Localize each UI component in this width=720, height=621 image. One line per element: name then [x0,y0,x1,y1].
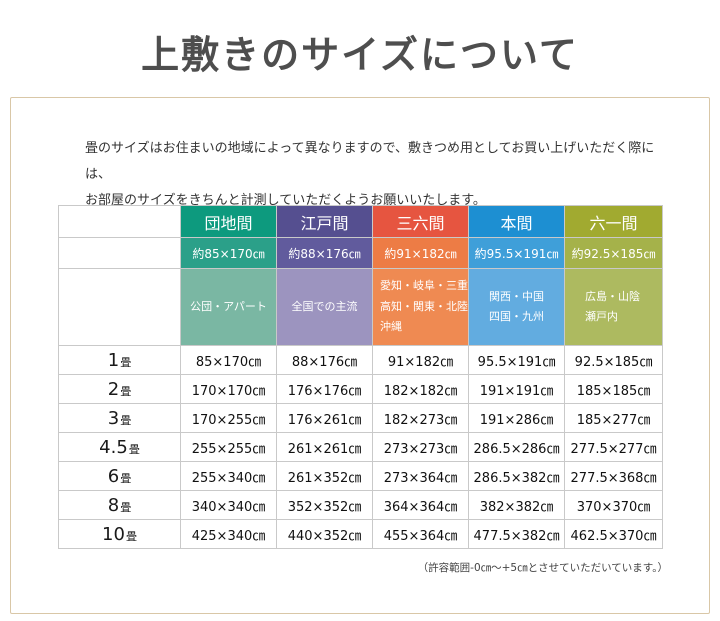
intro-text: 畳のサイズはお住まいの地域によって異なりますので、敷きつめ用としてお買い上げいた… [85,141,655,208]
size-row-3jo: 3畳 170×255㎝ 176×261㎝ 182×273㎝ 191×286㎝ 1… [58,403,663,433]
unit-size-cell: 約95.5×191㎝ [468,237,565,269]
size-cell: 185×277㎝ [564,403,663,433]
row-label-region: 主に使用されて いる地域 [58,268,181,346]
region-cell: 関西・中国 四国・九州 [468,268,565,346]
size-cell: 382×382㎝ [468,490,565,520]
mat-unit: 畳 [120,500,132,514]
size-cell: 364×364㎝ [372,490,469,520]
column-header-name: 呼び名 [58,205,181,238]
size-cell: 191×286㎝ [468,403,565,433]
column-header-sanrokuma: 三六間 [372,205,469,238]
size-cell: 88×176㎝ [276,345,373,375]
region-row: 主に使用されて いる地域 公団・アパート 全国での主流 愛知・岐阜・三重 高知・… [58,268,663,346]
size-cell: 462.5×370㎝ [564,519,663,549]
size-row-4-5jo: 4.5畳 255×255㎝ 261×261㎝ 273×273㎝ 286.5×28… [58,432,663,462]
mat-count: 2 [107,378,120,400]
size-cell: 286.5×382㎝ [468,461,565,491]
size-row-2jo: 2畳 170×170㎝ 176×176㎝ 182×182㎝ 191×191㎝ 1… [58,374,663,404]
column-header-rokuichima: 六一間 [564,205,663,238]
tatami-unit-size-row: 1畳の幅×長さ 約85×170㎝ 約88×176㎝ 約91×182㎝ 約95.5… [58,237,663,269]
size-cell: 273×364㎝ [372,461,469,491]
row-label-unit-size: 1畳の幅×長さ [58,237,181,269]
size-cell: 455×364㎝ [372,519,469,549]
size-cell: 185×185㎝ [564,374,663,404]
mat-count: 3 [107,407,120,429]
size-cell: 95.5×191㎝ [468,345,565,375]
page-title: 上敷きのサイズについて [141,32,579,77]
column-header-danchima: 団地間 [180,205,277,238]
size-cell: 255×255㎝ [180,432,277,462]
mat-count: 1 [107,349,120,371]
size-cell: 440×352㎝ [276,519,373,549]
size-cell: 176×176㎝ [276,374,373,404]
row-label: 8畳 [58,490,181,520]
row-label: 2畳 [58,374,181,404]
region-cell: 公団・アパート [180,268,277,346]
size-cell: 340×340㎝ [180,490,277,520]
size-cell: 182×273㎝ [372,403,469,433]
size-cell: 370×370㎝ [564,490,663,520]
unit-size-cell: 約92.5×185㎝ [564,237,663,269]
size-cell: 261×261㎝ [276,432,373,462]
mat-count: 8 [107,494,120,516]
unit-size-cell: 約85×170㎝ [180,237,277,269]
mat-unit: 畳 [120,413,132,427]
row-label: 10畳 [58,519,181,549]
size-cell: 176×261㎝ [276,403,373,433]
row-label: 1畳 [58,345,181,375]
column-header-honma: 本間 [468,205,565,238]
mat-count: 6 [107,465,120,487]
mat-unit: 畳 [120,384,132,398]
unit-size-cell: 約88×176㎝ [276,237,373,269]
table-header-row: 呼び名 団地間 江戸間 三六間 本間 六一間 [58,205,663,238]
size-cell: 85×170㎝ [180,345,277,375]
size-cell: 170×255㎝ [180,403,277,433]
unit-size-cell: 約91×182㎝ [372,237,469,269]
tolerance-footnote: （許容範囲-0㎝～+5㎝とさせていただいています。） [417,562,668,574]
mat-count: 4.5 [99,436,128,458]
row-label: 4.5畳 [58,432,181,462]
size-cell: 352×352㎝ [276,490,373,520]
size-cell: 425×340㎝ [180,519,277,549]
size-cell: 261×352㎝ [276,461,373,491]
size-row-8jo: 8畳 340×340㎝ 352×352㎝ 364×364㎝ 382×382㎝ 3… [58,490,663,520]
column-header-edoma: 江戸間 [276,205,373,238]
size-row-6jo: 6畳 255×340㎝ 261×352㎝ 273×364㎝ 286.5×382㎝… [58,461,663,491]
size-cell: 273×273㎝ [372,432,469,462]
mat-unit: 畳 [120,355,132,369]
row-label: 3畳 [58,403,181,433]
size-cell: 191×191㎝ [468,374,565,404]
row-label: 6畳 [58,461,181,491]
mat-unit: 畳 [128,442,140,456]
region-cell: 広島・山陰 瀬戸内 [564,268,663,346]
mat-unit: 畳 [120,471,132,485]
region-cell: 全国での主流 [276,268,373,346]
size-cell: 277.5×368㎝ [564,461,663,491]
size-cell: 182×182㎝ [372,374,469,404]
region-cell: 愛知・岐阜・三重 高知・関東・北陸 沖縄 [372,268,469,346]
size-cell: 477.5×382㎝ [468,519,565,549]
size-cell: 255×340㎝ [180,461,277,491]
mat-count: 10 [102,523,125,545]
size-cell: 286.5×286㎝ [468,432,565,462]
tatami-size-table: 呼び名 団地間 江戸間 三六間 本間 六一間 1畳の幅×長さ 約85×170㎝ … [58,205,663,549]
size-cell: 92.5×185㎝ [564,345,663,375]
mat-unit: 畳 [125,529,137,543]
size-cell: 91×182㎝ [372,345,469,375]
size-row-10jo: 10畳 425×340㎝ 440×352㎝ 455×364㎝ 477.5×382… [58,519,663,549]
size-row-1jo: 1畳 85×170㎝ 88×176㎝ 91×182㎝ 95.5×191㎝ 92.… [58,345,663,375]
size-cell: 277.5×277㎝ [564,432,663,462]
size-cell: 170×170㎝ [180,374,277,404]
